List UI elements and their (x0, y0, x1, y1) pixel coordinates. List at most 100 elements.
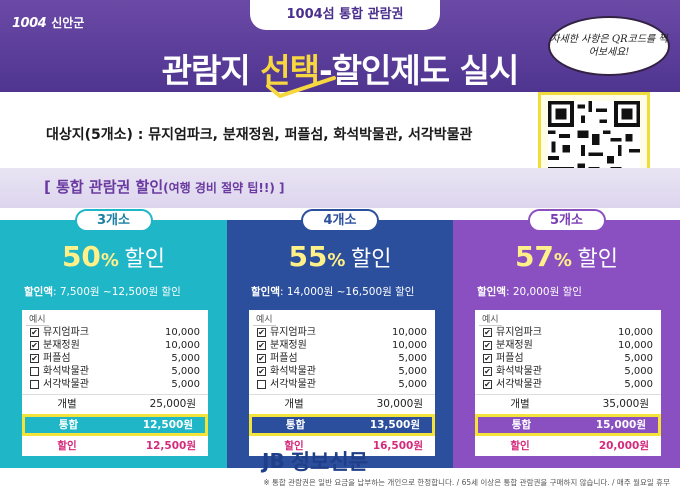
example-card: 예시 ✔ 뮤지엄파크 10,000 ✔ 분재정원 10,000 ✔ 퍼플섬 5,000 ✔ 화석박물관… (475, 310, 661, 456)
list-item: ✔ 화석박물관 5,000 (249, 365, 435, 378)
item-name: 서각박물관 (43, 379, 89, 390)
item-name-wrap: ✔ 서각박물관 (483, 378, 542, 391)
example-label: 예시 (26, 312, 49, 326)
checkbox-icon: ✔ (483, 367, 492, 376)
item-name-wrap: ✔ 뮤지엄파크 (30, 326, 89, 339)
list-item: ✔ 뮤지엄파크 10,000 (249, 326, 435, 339)
individual-row: 개별 25,000원 (22, 394, 208, 412)
individual-label: 개별 (284, 398, 304, 410)
check-mark-icon (266, 76, 336, 98)
item-price: 5,000 (171, 379, 200, 390)
discount-range: 할인액: 20,000원 할인 (477, 284, 582, 299)
speech-bubble: 자세한 사항은 QR코드를 찍어보세요! (548, 16, 670, 76)
panel-3-sites: 3개소 50% 할인 할인액: 7,500원 ~12,500원 할인 예시 ✔ 뮤지엄파크… (0, 209, 227, 468)
discount-word: 할인 (351, 247, 392, 272)
checkbox-icon: ✔ (30, 341, 39, 350)
item-price: 5,000 (398, 353, 427, 364)
item-name: 서각박물관 (270, 379, 316, 390)
ticket-tag: 1004섬 통합 관람권 (250, 0, 440, 30)
list-item: ✔ 분재정원 10,000 (249, 339, 435, 352)
item-name: 분재정원 (496, 340, 533, 351)
item-price: 5,000 (624, 366, 653, 377)
item-price: 5,000 (398, 366, 427, 377)
logo-number: 1004 (12, 16, 47, 31)
range-label: 할인액 (24, 286, 53, 298)
item-name-wrap: 화석박물관 (30, 365, 89, 378)
item-name-wrap: ✔ 퍼플섬 (30, 352, 71, 365)
logo-name: 신안군 (51, 16, 85, 30)
combined-value: 15,000원 (595, 419, 646, 431)
item-price: 5,000 (398, 379, 427, 390)
header-banner: 1004 신안군 1004섬 통합 관람권 관람지 선택-할인제도 실시 자세한… (0, 0, 680, 98)
item-name-wrap: ✔ 분재정원 (483, 339, 533, 352)
individual-label: 개별 (57, 398, 77, 410)
list-item: ✔ 화석박물관 5,000 (475, 365, 661, 378)
item-name-wrap: ✔ 뮤지엄파크 (483, 326, 542, 339)
list-item: ✔ 분재정원 10,000 (22, 339, 208, 352)
list-item: ✔ 뮤지엄파크 10,000 (475, 326, 661, 339)
combined-label: 통합 (511, 419, 532, 431)
item-name: 화석박물관 (43, 366, 89, 377)
item-name: 뮤지엄파크 (496, 327, 542, 338)
discount-range: 할인액: 14,000원 ~16,500원 할인 (251, 284, 414, 299)
title-part-2: -할인제도 실시 (318, 51, 519, 90)
list-item: ✔ 퍼플섬 5,000 (475, 352, 661, 365)
checkbox-icon (30, 367, 39, 376)
percent-unit: % (100, 250, 119, 271)
individual-label: 개별 (510, 398, 530, 410)
section-title-sub: (여행 경비 절약 팁!!) ] (163, 181, 285, 195)
site-count-pill: 5개소 (527, 209, 606, 232)
combined-row: 통합 12,500원 (22, 414, 208, 436)
discount-range: 할인액: 7,500원 ~12,500원 할인 (24, 284, 181, 299)
discount-percent: 57% 할인 (453, 240, 680, 273)
item-price: 10,000 (392, 340, 427, 351)
checkbox-icon: ✔ (483, 354, 492, 363)
item-name: 분재정원 (43, 340, 80, 351)
discount-row: 할인 12,500원 (22, 437, 208, 455)
example-items: ✔ 뮤지엄파크 10,000 ✔ 분재정원 10,000 ✔ 퍼플섬 5,000 화석박물관 5,0… (22, 326, 208, 391)
combined-label: 통합 (58, 419, 79, 431)
list-item: ✔ 분재정원 10,000 (475, 339, 661, 352)
item-price: 10,000 (618, 340, 653, 351)
individual-row: 개별 35,000원 (475, 394, 661, 412)
checkbox-icon: ✔ (257, 328, 266, 337)
section-title: [ 통합 관람권 할인(여행 경비 절약 팁!!) ] (44, 176, 285, 197)
item-name: 서각박물관 (496, 379, 542, 390)
discount-label: 할인 (510, 440, 530, 452)
percent-value: 50 (61, 240, 101, 273)
combined-row: 통합 13,500원 (249, 414, 435, 436)
main-title: 관람지 선택-할인제도 실시 (0, 44, 680, 92)
example-card: 예시 ✔ 뮤지엄파크 10,000 ✔ 분재정원 10,000 ✔ 퍼플섬 5,000 화석박물관 5… (22, 310, 208, 456)
checkbox-icon: ✔ (483, 341, 492, 350)
item-name-wrap: ✔ 분재정원 (30, 339, 80, 352)
range-value: : 7,500원 ~12,500원 할인 (52, 286, 181, 298)
combined-value: 13,500원 (369, 419, 420, 431)
combined-label: 통합 (285, 419, 306, 431)
item-price: 5,000 (624, 379, 653, 390)
list-item: ✔ 퍼플섬 5,000 (22, 352, 208, 365)
subjects-line: 대상지(5개소) : 뮤지엄파크, 분재정원, 퍼플섬, 화석박물관, 서각박물… (46, 127, 473, 143)
discount-value: 12,500원 (145, 440, 196, 452)
item-name-wrap: 서각박물관 (257, 378, 316, 391)
checkbox-icon (30, 380, 39, 389)
combined-value: 12,500원 (142, 419, 193, 431)
checkbox-icon: ✔ (483, 328, 492, 337)
percent-unit: % (327, 250, 346, 271)
individual-value: 25,000원 (149, 398, 196, 410)
item-name-wrap: ✔ 퍼플섬 (483, 352, 524, 365)
item-price: 10,000 (165, 340, 200, 351)
item-name-wrap: ✔ 퍼플섬 (257, 352, 298, 365)
example-label: 예시 (479, 312, 502, 326)
discount-label: 할인 (284, 440, 304, 452)
checkbox-icon: ✔ (257, 354, 266, 363)
item-price: 5,000 (171, 353, 200, 364)
checkbox-icon: ✔ (30, 354, 39, 363)
individual-value: 30,000원 (376, 398, 423, 410)
item-name: 화석박물관 (270, 366, 316, 377)
item-name-wrap: ✔ 분재정원 (257, 339, 307, 352)
footer (0, 470, 680, 498)
combined-row: 통합 15,000원 (475, 414, 661, 436)
section-band (0, 168, 680, 208)
item-name: 퍼플섬 (270, 353, 298, 364)
